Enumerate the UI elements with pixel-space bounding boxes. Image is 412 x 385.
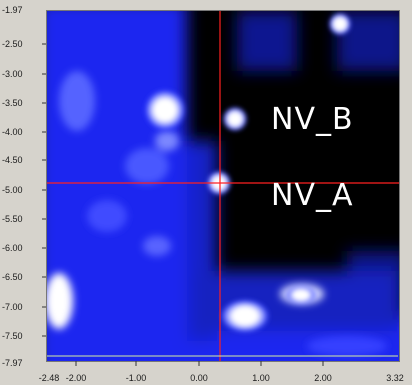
y-tick-label: -2.50 bbox=[2, 39, 23, 49]
y-tick-label: -4.50 bbox=[2, 155, 23, 165]
x-tick-label: -2.48 bbox=[38, 373, 60, 383]
y-tick-label: -5.50 bbox=[2, 214, 23, 224]
bright-patches bbox=[47, 71, 387, 356]
scan-heatmap bbox=[47, 11, 399, 361]
y-tick-label: -1.97 bbox=[2, 5, 23, 15]
y-tick-label: -7.50 bbox=[2, 331, 23, 341]
confocal-scan-image[interactable]: NV_B NV_A bbox=[46, 10, 400, 362]
x-tick-label: 2.00 bbox=[314, 373, 332, 383]
y-tick-label: -7.00 bbox=[2, 302, 23, 312]
y-tick-label: -6.00 bbox=[2, 243, 23, 253]
y-tick-label: -3.50 bbox=[2, 98, 23, 108]
nv-a-label: NV_A bbox=[271, 178, 354, 213]
cursor-crosshair[interactable] bbox=[47, 11, 399, 361]
y-tick-label: -7.97 bbox=[2, 358, 23, 368]
x-tick-label: 1.00 bbox=[252, 373, 270, 383]
background-fluorescence bbox=[47, 11, 399, 361]
y-tick-label: -6.50 bbox=[2, 272, 23, 282]
y-axis-ticks: -1.97 -2.50 -3.00 -3.50 -4.00 -4.50 -5.0… bbox=[0, 0, 50, 385]
x-tick-label: -2.00 bbox=[65, 373, 87, 383]
x-tick-label: -1.00 bbox=[125, 373, 147, 383]
x-axis-ticks: -2.48 -2.00 -1.00 0.00 1.00 2.00 3.32 bbox=[0, 368, 412, 385]
nv-b-label: NV_B bbox=[271, 102, 354, 137]
y-tick-label: -3.00 bbox=[2, 69, 23, 79]
y-tick-label: -5.00 bbox=[2, 185, 23, 195]
y-tick-label: -4.00 bbox=[2, 127, 23, 137]
x-tick-label: 3.32 bbox=[386, 373, 404, 383]
x-tick-label: 0.00 bbox=[190, 373, 208, 383]
